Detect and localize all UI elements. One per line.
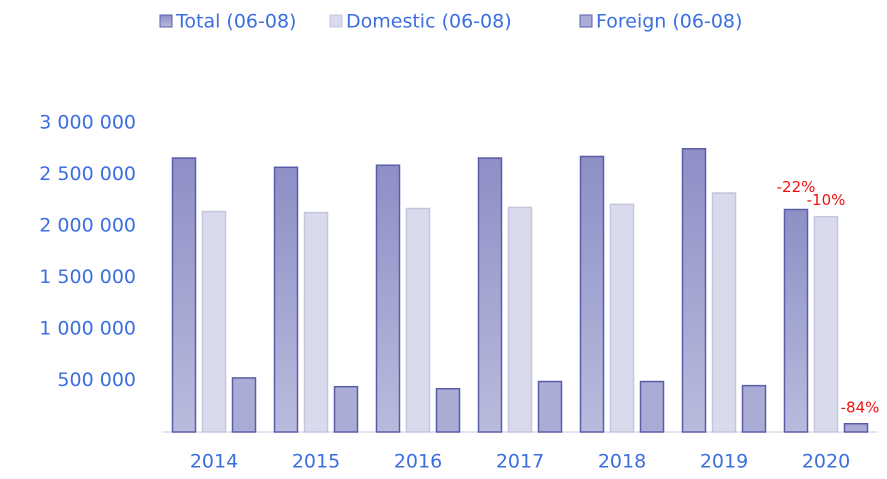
y-tick-label: 1 000 000 bbox=[39, 318, 136, 340]
bar bbox=[231, 377, 257, 433]
bar bbox=[273, 166, 299, 433]
bar bbox=[171, 157, 197, 433]
bar bbox=[579, 155, 605, 433]
x-tick-label: 2020 bbox=[802, 451, 850, 473]
bar bbox=[507, 206, 533, 433]
legend-swatch bbox=[159, 14, 173, 28]
legend-label: Domestic (06-08) bbox=[346, 11, 512, 33]
x-tick-label: 2018 bbox=[598, 451, 646, 473]
bar bbox=[537, 380, 563, 433]
legend-label: Foreign (06-08) bbox=[596, 11, 742, 33]
y-tick-label: 3 000 000 bbox=[39, 112, 136, 134]
bar bbox=[843, 423, 869, 433]
y-tick-label: 2 000 000 bbox=[39, 215, 136, 237]
bar bbox=[609, 203, 635, 433]
x-tick-label: 2015 bbox=[292, 451, 340, 473]
x-tick-label: 2016 bbox=[394, 451, 442, 473]
x-tick-label: 2019 bbox=[700, 451, 748, 473]
bar bbox=[681, 148, 707, 433]
bar bbox=[711, 192, 737, 433]
annotation: -10% bbox=[807, 191, 846, 209]
bar bbox=[813, 215, 839, 433]
bar bbox=[477, 157, 503, 433]
x-tick-label: 2017 bbox=[496, 451, 544, 473]
bar bbox=[435, 387, 461, 433]
bar bbox=[783, 208, 809, 433]
annotation: -22% bbox=[777, 178, 816, 196]
bar bbox=[333, 385, 359, 433]
y-tick-label: 2 500 000 bbox=[39, 163, 136, 185]
legend-label: Total (06-08) bbox=[175, 11, 296, 33]
bar bbox=[303, 211, 329, 433]
bar bbox=[741, 384, 767, 433]
bar bbox=[201, 210, 227, 433]
legend-swatch bbox=[579, 14, 593, 28]
bar bbox=[639, 380, 665, 433]
y-tick-label: 1 500 000 bbox=[39, 266, 136, 288]
y-tick-label: 500 000 bbox=[57, 369, 136, 391]
bar bbox=[375, 164, 401, 433]
annotation: -84% bbox=[841, 398, 880, 416]
legend-swatch bbox=[329, 14, 343, 28]
bar bbox=[405, 207, 431, 433]
x-tick-label: 2014 bbox=[190, 451, 238, 473]
